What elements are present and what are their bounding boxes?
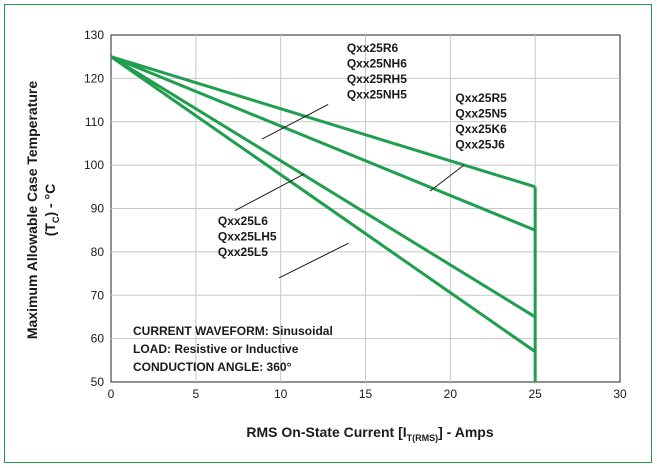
- chart-svg: 0 5 10 15 20 25 30 50 60 70 80 90 100 110 120 130 Qxx25…: [24, 28, 627, 443]
- series-label: Qxx25L5: [218, 245, 268, 259]
- x-tick-label: 5: [192, 387, 199, 401]
- y-tick-label: 130: [84, 28, 104, 42]
- y-axis-title: Maximum Allowable Case Temperature: [24, 81, 40, 340]
- series-label: Qxx25RH5: [347, 72, 407, 86]
- series-line: [110, 55, 536, 319]
- series-line: [110, 55, 536, 232]
- series-label: Qxx25NH5: [347, 88, 407, 102]
- series-label: Qxx25N5: [455, 107, 507, 121]
- x-tick-label: 0: [108, 387, 115, 401]
- y-tick-label: 70: [91, 288, 105, 302]
- series-line: [110, 55, 537, 353]
- y-tick-label: 90: [91, 202, 105, 216]
- label-pointer-line: [429, 164, 465, 192]
- series-label: Qxx25L6: [218, 214, 268, 228]
- x-tick-label: 15: [359, 387, 373, 401]
- y-axis-unit: (TC) - °C: [42, 184, 61, 237]
- y-axis-unit-open: (T: [42, 223, 58, 237]
- series-label: Qxx25J6: [455, 138, 505, 152]
- y-tick-label: 50: [91, 375, 105, 389]
- x-axis-title-main: RMS On-State Current [I: [246, 424, 406, 440]
- y-tick-label: 100: [84, 158, 104, 172]
- series-label: Qxx25NH6: [347, 57, 407, 71]
- x-tick-label: 25: [528, 387, 542, 401]
- annotation-line: CURRENT WAVEFORM: Sinusoidal: [133, 324, 333, 338]
- y-tick-label: 80: [91, 245, 105, 259]
- y-tick-label: 110: [85, 115, 104, 129]
- x-tick-label: 10: [274, 387, 288, 401]
- x-axis-title: RMS On-State Current [IT(RMS)] - Amps: [246, 424, 493, 443]
- x-axis-title-end: ] - Amps: [438, 424, 494, 440]
- label-pointer-line: [278, 242, 349, 279]
- label-pointer-line: [261, 103, 329, 140]
- ticks: 0 5 10 15 20 25 30 50 60 70 80 90 100 110 120 130: [84, 28, 627, 401]
- y-axis-unit-close: ) - °C: [42, 184, 58, 217]
- annotation-line: LOAD: Resistive or Inductive: [133, 342, 299, 356]
- series-line: [110, 55, 536, 189]
- y-tick-label: 60: [91, 332, 105, 346]
- label-pointer-line: [234, 173, 305, 212]
- y-axis-unit-subscript: C: [51, 216, 61, 223]
- y-tick-label: 120: [84, 71, 104, 85]
- figure-frame: 0 5 10 15 20 25 30 50 60 70 80 90 100 110 120 130 Qxx25…: [4, 4, 652, 463]
- annotation-line: CONDUCTION ANGLE: 360°: [133, 360, 292, 374]
- series-label: Qxx25R6: [347, 41, 399, 55]
- x-tick-label: 30: [613, 387, 627, 401]
- series-label: Qxx25LH5: [218, 230, 277, 244]
- x-axis-title-subscript: T(RMS): [407, 433, 439, 443]
- x-tick-label: 20: [444, 387, 458, 401]
- series-label: Qxx25K6: [455, 122, 507, 136]
- series-label: Qxx25R5: [455, 91, 507, 105]
- series-group: [110, 55, 537, 382]
- annotations: CURRENT WAVEFORM: Sinusoidal LOAD: Resist…: [133, 324, 333, 374]
